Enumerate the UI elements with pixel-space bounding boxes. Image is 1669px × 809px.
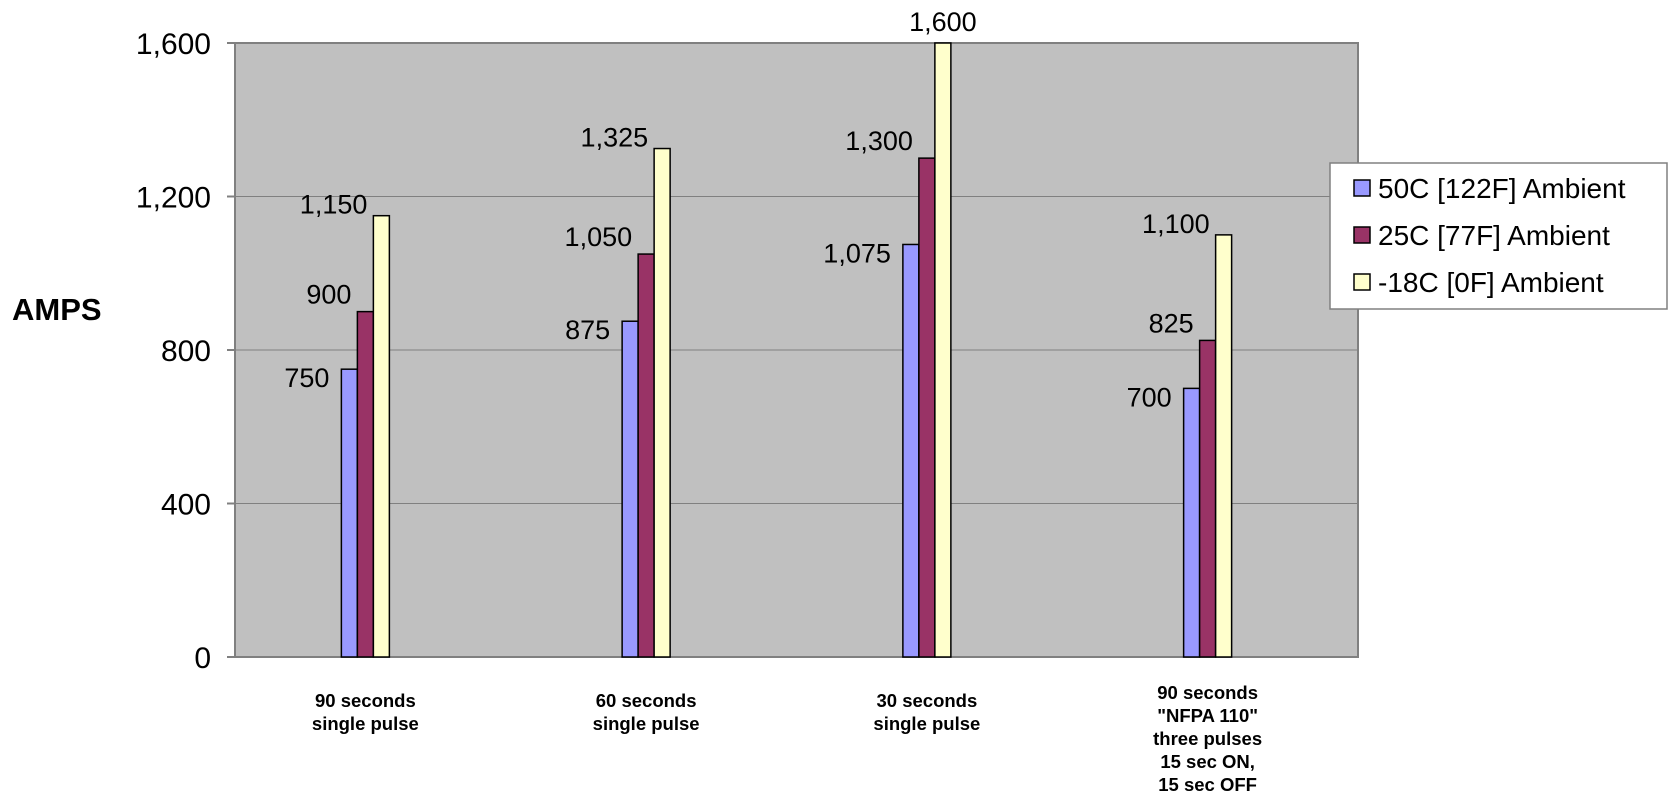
bar xyxy=(653,147,671,658)
bar xyxy=(340,368,359,658)
legend-entry: -18C [0F] Ambient xyxy=(1378,267,1604,298)
category-label-line: 30 seconds xyxy=(876,690,977,711)
legend-entry: 50C [122F] Ambient xyxy=(1378,173,1626,204)
bar xyxy=(372,214,391,658)
data-label: 750 xyxy=(284,363,329,393)
category-label-line: 15 sec OFF xyxy=(1158,774,1257,795)
legend: 50C [122F] Ambient 25C [77F] Ambient -18C … xyxy=(1329,162,1668,310)
data-label: 1,600 xyxy=(909,7,977,37)
category-label: 90 seconds single pulse xyxy=(312,690,419,734)
legend-entry: 25C [77F] Ambient xyxy=(1378,220,1610,251)
legend-swatch xyxy=(1353,273,1371,291)
bar xyxy=(902,243,920,658)
y-tick-label: 800 xyxy=(161,335,211,368)
bar xyxy=(1182,387,1201,658)
category-label: 90 seconds "NFPA 110" three pulses 15 sec O… xyxy=(1153,682,1262,795)
legend-swatch xyxy=(1353,226,1371,244)
category-label-line: 15 sec ON, xyxy=(1160,751,1255,772)
bar xyxy=(1214,234,1233,658)
y-tick-label: 400 xyxy=(161,489,211,522)
data-label: 700 xyxy=(1127,382,1172,412)
data-label: 875 xyxy=(565,315,610,345)
category-label-line: single pulse xyxy=(593,713,700,734)
y-axis-label: AMPS xyxy=(12,292,102,327)
y-axis: 0 400 800 1,200 1,600 xyxy=(136,28,1358,675)
gridlines xyxy=(235,196,1358,504)
category-label-line: single pulse xyxy=(873,713,980,734)
bar xyxy=(1198,339,1217,658)
data-labels: 750 900 1,150 875 1,050 1,325 1,075 1,300 1,600 7… xyxy=(284,7,1209,412)
bar xyxy=(934,42,952,658)
bar xyxy=(356,310,375,658)
category-label-line: 60 seconds xyxy=(596,690,697,711)
category-label-line: single pulse xyxy=(312,713,419,734)
category-label-line: 90 seconds xyxy=(315,690,416,711)
data-label: 1,300 xyxy=(845,126,913,156)
data-label: 1,050 xyxy=(565,222,633,252)
bar xyxy=(918,157,936,658)
data-label: 1,075 xyxy=(823,238,891,268)
y-tick-label: 0 xyxy=(194,642,211,675)
data-label: 1,100 xyxy=(1142,209,1210,239)
y-tick-label: 1,200 xyxy=(136,182,211,215)
y-tick-label: 1,600 xyxy=(136,28,211,61)
category-label: 30 seconds single pulse xyxy=(873,690,980,734)
category-label-line: 90 seconds xyxy=(1157,682,1258,703)
legend-swatch xyxy=(1353,179,1371,197)
data-label: 825 xyxy=(1149,308,1194,338)
data-label: 900 xyxy=(306,280,351,310)
category-label: 60 seconds single pulse xyxy=(593,690,700,734)
bar xyxy=(621,320,639,658)
data-label: 1,150 xyxy=(300,190,368,220)
data-label: 1,325 xyxy=(581,123,649,153)
legend-box xyxy=(1329,162,1668,310)
category-label-line: three pulses xyxy=(1153,728,1262,749)
category-label-line: "NFPA 110" xyxy=(1157,705,1258,726)
bars xyxy=(340,42,1233,658)
bar xyxy=(637,253,655,658)
